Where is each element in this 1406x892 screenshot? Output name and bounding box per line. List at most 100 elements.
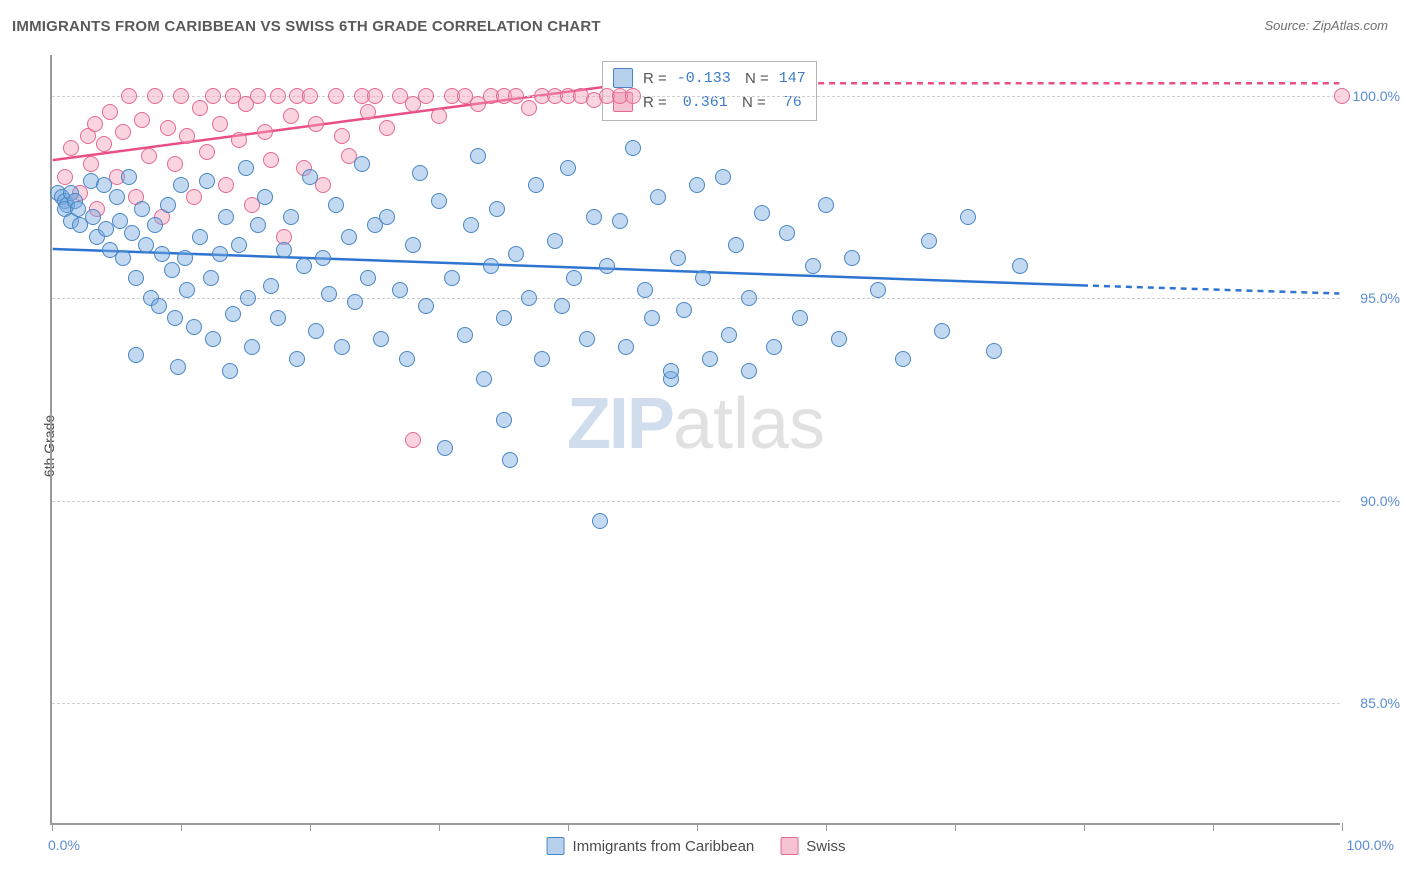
data-point-pink [102,104,118,120]
y-tick-label: 90.0% [1360,493,1400,509]
data-point-pink [328,88,344,104]
legend-swatch-icon [547,837,565,855]
data-point-blue [179,282,195,298]
data-point-blue [218,209,234,225]
data-point-pink [192,100,208,116]
data-point-blue [392,282,408,298]
x-tick [52,823,53,831]
data-point-blue [644,310,660,326]
data-point-blue [779,225,795,241]
data-point-pink [270,88,286,104]
data-point-blue [960,209,976,225]
data-point-blue [676,302,692,318]
data-point-blue [463,217,479,233]
legend-row-pink: R = 0.361 N = 76 [613,90,806,114]
y-tick-label: 95.0% [1360,290,1400,306]
legend-swatch-icon [780,837,798,855]
data-point-pink [134,112,150,128]
data-point-blue [321,286,337,302]
data-point-blue [489,201,505,217]
data-point-blue [528,177,544,193]
data-point-blue [334,339,350,355]
data-point-blue [302,169,318,185]
x-start-label: 0.0% [48,837,80,853]
legend-label-pink: Swiss [806,838,845,855]
data-point-blue [250,217,266,233]
data-point-pink [360,104,376,120]
y-tick-label: 85.0% [1360,695,1400,711]
data-point-blue [341,229,357,245]
data-point-blue [766,339,782,355]
legend-bottom: Immigrants from Caribbean Swiss [547,837,846,855]
gridline [52,501,1340,502]
data-point-blue [205,331,221,347]
x-tick [1342,823,1343,831]
data-point-blue [154,246,170,262]
data-point-pink [160,120,176,136]
data-point-pink [418,88,434,104]
data-point-blue [695,270,711,286]
data-point-blue [167,310,183,326]
data-point-blue [85,209,101,225]
data-point-blue [147,217,163,233]
data-point-blue [296,258,312,274]
data-point-blue [476,371,492,387]
data-point-blue [650,189,666,205]
data-point-pink [141,148,157,164]
data-point-blue [715,169,731,185]
data-point-blue [502,452,518,468]
data-point-blue [124,225,140,241]
data-point-blue [663,363,679,379]
data-point-pink [257,124,273,140]
data-point-blue [586,209,602,225]
data-point-pink [283,108,299,124]
data-point-blue [554,298,570,314]
data-point-blue [109,189,125,205]
data-point-pink [167,156,183,172]
legend-item-pink: Swiss [780,837,845,855]
data-point-blue [921,233,937,249]
data-point-blue [164,262,180,278]
data-point-blue [170,359,186,375]
gridline [52,703,1340,704]
x-tick [826,823,827,831]
data-point-blue [240,290,256,306]
legend-r-label: R = [643,70,667,87]
data-point-blue [354,156,370,172]
data-point-pink [405,432,421,448]
data-point-blue [134,201,150,217]
data-point-blue [257,189,273,205]
data-point-blue [592,513,608,529]
data-point-blue [121,169,137,185]
data-point-blue [151,298,167,314]
data-point-pink [367,88,383,104]
data-point-blue [547,233,563,249]
data-point-blue [186,319,202,335]
legend-swatch-blue [613,68,633,88]
legend-item-blue: Immigrants from Caribbean [547,837,755,855]
data-point-blue [138,237,154,253]
source-label: Source: ZipAtlas.com [1264,18,1388,33]
data-point-blue [986,343,1002,359]
data-point-blue [444,270,460,286]
data-point-blue [276,242,292,258]
data-point-blue [431,193,447,209]
plot-area: ZIPatlas R = -0.133 N = 147 R = 0.361 N … [50,55,1340,825]
data-point-blue [457,327,473,343]
data-point-blue [870,282,886,298]
data-point-blue [496,412,512,428]
data-point-blue [328,197,344,213]
data-point-pink [231,132,247,148]
data-point-blue [1012,258,1028,274]
data-point-blue [308,323,324,339]
data-point-blue [263,278,279,294]
data-point-blue [203,270,219,286]
data-point-pink [508,88,524,104]
data-point-blue [160,197,176,213]
data-point-blue [792,310,808,326]
data-point-pink [87,116,103,132]
data-point-blue [560,160,576,176]
data-point-blue [173,177,189,193]
data-point-blue [566,270,582,286]
data-point-blue [212,246,228,262]
